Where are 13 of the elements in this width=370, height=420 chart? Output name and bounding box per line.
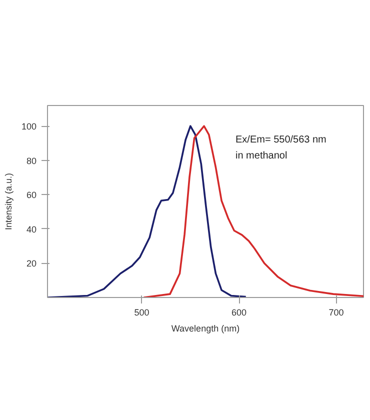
y-tick-label: 60 [26,190,37,200]
x-tick-label: 500 [134,308,150,318]
y-tick-label: 100 [21,122,37,132]
y-tick-label: 80 [26,156,37,166]
y-tick-label: 20 [26,258,37,269]
x-tick-label: 600 [232,308,247,318]
y-axis-title: Intensity (a.u.) [3,172,14,230]
line-series [142,125,364,298]
annotation: Ex/Em= 550/563 nm [236,134,326,146]
y-tick-label: 40 [26,224,37,234]
x-axis-title: Wavelength (nm) [171,324,240,334]
annotation: in methanol [236,150,288,162]
x-tick-label: 700 [328,308,344,318]
